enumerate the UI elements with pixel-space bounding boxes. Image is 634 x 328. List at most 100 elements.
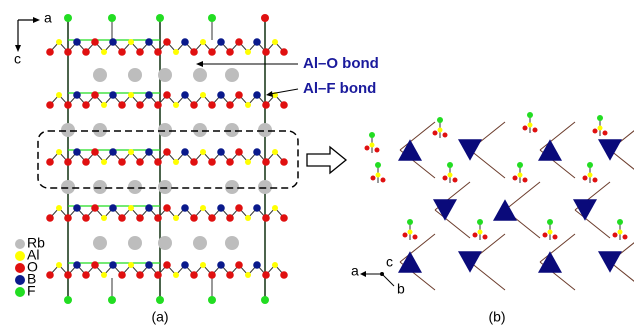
- atom: [623, 235, 628, 240]
- caption: (b): [488, 309, 505, 325]
- arrow-head: [360, 271, 366, 277]
- atom: [93, 180, 107, 194]
- atom: [109, 261, 117, 269]
- atom: [154, 271, 162, 279]
- triangle: [598, 139, 622, 161]
- atom: [46, 214, 54, 222]
- atom: [253, 38, 261, 46]
- atom: [245, 102, 251, 108]
- atom: [93, 236, 107, 250]
- atom: [158, 68, 172, 82]
- atom: [517, 162, 523, 168]
- atom: [91, 261, 99, 269]
- atom: [208, 158, 216, 166]
- atom: [438, 128, 443, 133]
- atom: [375, 148, 380, 153]
- atom: [593, 129, 598, 134]
- atom: [225, 123, 239, 137]
- atom: [82, 214, 90, 222]
- legend-label: F: [27, 283, 36, 299]
- atom: [217, 261, 225, 269]
- legend: Rb Al O B F: [15, 235, 45, 299]
- atom: [261, 14, 269, 22]
- atom: [553, 235, 558, 240]
- atom: [145, 91, 153, 99]
- atom: [262, 214, 270, 222]
- atom: [208, 214, 216, 222]
- atom: [280, 214, 288, 222]
- atom: [200, 205, 206, 211]
- crystal-structure: [46, 14, 288, 304]
- atom: [56, 149, 62, 155]
- atom: [603, 131, 608, 136]
- atom: [128, 205, 134, 211]
- atom: [226, 271, 234, 279]
- bond: [470, 150, 505, 178]
- atom: [443, 133, 448, 138]
- atom: [91, 204, 99, 212]
- atom: [200, 39, 206, 45]
- atom: [190, 48, 198, 56]
- atom: [262, 271, 270, 279]
- atom: [200, 92, 206, 98]
- atom: [235, 91, 243, 99]
- atom: [136, 158, 144, 166]
- atom: [163, 91, 171, 99]
- atom: [118, 214, 126, 222]
- atom: [403, 233, 408, 238]
- atom: [56, 262, 62, 268]
- atom: [93, 68, 107, 82]
- atom: [181, 38, 189, 46]
- atom: [253, 261, 261, 269]
- atom: [478, 230, 483, 235]
- atom: [433, 131, 438, 136]
- selection-box: [38, 131, 298, 188]
- atom: [245, 272, 251, 278]
- atom: [128, 149, 134, 155]
- triangle: [538, 139, 562, 161]
- atom: [108, 296, 116, 304]
- atom: [448, 173, 453, 178]
- atom: [200, 262, 206, 268]
- atom: [163, 261, 171, 269]
- atom: [583, 176, 588, 181]
- triangle: [398, 251, 422, 273]
- atom: [46, 101, 54, 109]
- atom: [217, 38, 225, 46]
- atom: [73, 148, 81, 156]
- atom: [118, 158, 126, 166]
- atom: [272, 262, 278, 268]
- atom: [226, 48, 234, 56]
- atom: [617, 219, 623, 225]
- atom: [527, 112, 533, 118]
- atom: [181, 91, 189, 99]
- atom: [225, 236, 239, 250]
- atom: [253, 204, 261, 212]
- atom: [56, 205, 62, 211]
- atom: [145, 261, 153, 269]
- atom: [64, 101, 72, 109]
- bond: [540, 122, 575, 150]
- atom: [587, 162, 593, 168]
- atom: [543, 233, 548, 238]
- figure: a c Al–O bond Al–F bond Rb Al O B F (a) …: [0, 0, 634, 328]
- atom: [280, 271, 288, 279]
- atom: [56, 39, 62, 45]
- atom: [82, 158, 90, 166]
- atom: [262, 48, 270, 56]
- atom: [136, 101, 144, 109]
- atom: [181, 204, 189, 212]
- atom: [101, 215, 107, 221]
- bond: [435, 210, 470, 238]
- atom: [73, 91, 81, 99]
- atom: [533, 128, 538, 133]
- atom: [145, 204, 153, 212]
- atom: [154, 158, 162, 166]
- atom: [181, 148, 189, 156]
- atom: [477, 219, 483, 225]
- atom: [208, 101, 216, 109]
- atom: [261, 296, 269, 304]
- atom: [375, 162, 381, 168]
- atom: [381, 178, 386, 183]
- atom: [158, 236, 172, 250]
